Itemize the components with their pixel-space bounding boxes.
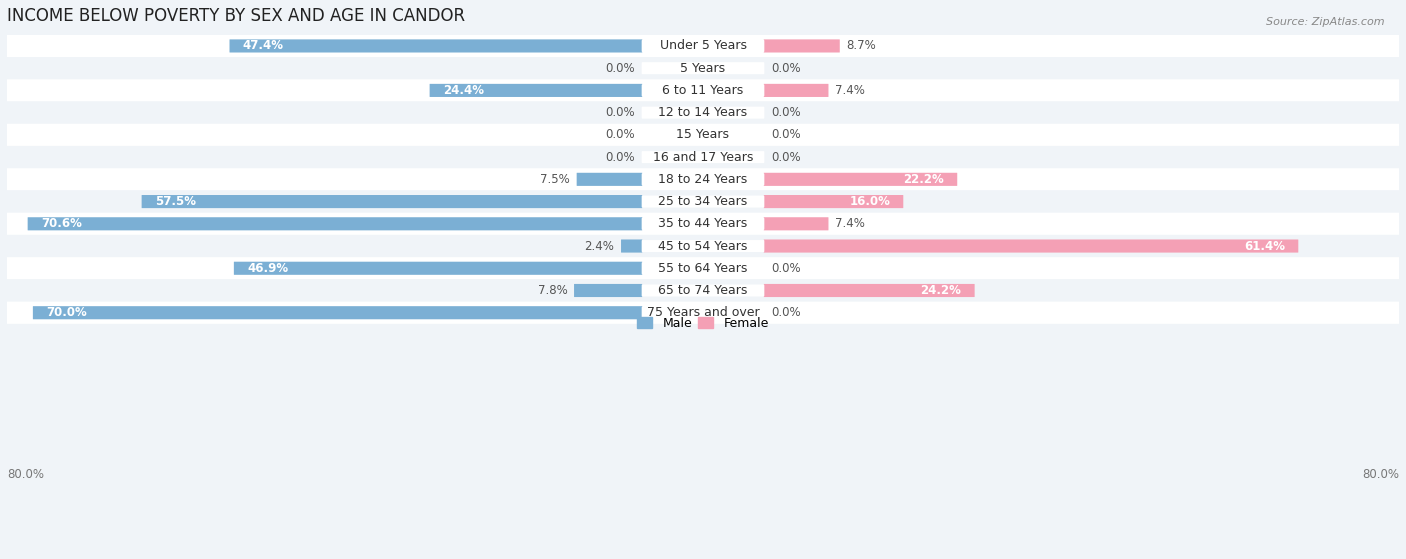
Text: 12 to 14 Years: 12 to 14 Years — [658, 106, 748, 119]
Text: 25 to 34 Years: 25 to 34 Years — [658, 195, 748, 208]
FancyBboxPatch shape — [7, 57, 1399, 79]
Text: 70.6%: 70.6% — [41, 217, 82, 230]
FancyBboxPatch shape — [574, 284, 643, 297]
FancyBboxPatch shape — [763, 195, 903, 208]
Text: 57.5%: 57.5% — [155, 195, 195, 208]
FancyBboxPatch shape — [763, 217, 828, 230]
Text: 5 Years: 5 Years — [681, 61, 725, 75]
Text: 7.4%: 7.4% — [835, 84, 865, 97]
FancyBboxPatch shape — [641, 151, 765, 163]
Text: 0.0%: 0.0% — [606, 61, 636, 75]
Text: 0.0%: 0.0% — [770, 262, 800, 275]
FancyBboxPatch shape — [641, 129, 765, 141]
Text: Under 5 Years: Under 5 Years — [659, 40, 747, 53]
Text: 7.8%: 7.8% — [537, 284, 567, 297]
FancyBboxPatch shape — [621, 239, 643, 253]
Legend: Male, Female: Male, Female — [633, 312, 773, 335]
Text: 0.0%: 0.0% — [770, 61, 800, 75]
Text: 46.9%: 46.9% — [247, 262, 288, 275]
Text: 0.0%: 0.0% — [606, 106, 636, 119]
FancyBboxPatch shape — [7, 146, 1399, 168]
FancyBboxPatch shape — [641, 285, 765, 296]
FancyBboxPatch shape — [641, 307, 765, 319]
FancyBboxPatch shape — [7, 191, 1399, 212]
Text: 16.0%: 16.0% — [849, 195, 890, 208]
Text: 61.4%: 61.4% — [1244, 239, 1285, 253]
FancyBboxPatch shape — [7, 35, 1399, 57]
Text: Source: ZipAtlas.com: Source: ZipAtlas.com — [1267, 17, 1385, 27]
FancyBboxPatch shape — [430, 84, 643, 97]
Text: 24.2%: 24.2% — [921, 284, 962, 297]
FancyBboxPatch shape — [641, 240, 765, 252]
Text: 22.2%: 22.2% — [903, 173, 943, 186]
FancyBboxPatch shape — [7, 235, 1399, 257]
FancyBboxPatch shape — [7, 302, 1399, 324]
FancyBboxPatch shape — [763, 39, 839, 53]
Text: 0.0%: 0.0% — [770, 150, 800, 164]
Text: 0.0%: 0.0% — [606, 150, 636, 164]
Text: 47.4%: 47.4% — [243, 40, 284, 53]
Text: 7.5%: 7.5% — [540, 173, 569, 186]
Text: 75 Years and over: 75 Years and over — [647, 306, 759, 319]
Text: 55 to 64 Years: 55 to 64 Years — [658, 262, 748, 275]
FancyBboxPatch shape — [763, 173, 957, 186]
Text: 2.4%: 2.4% — [585, 239, 614, 253]
FancyBboxPatch shape — [641, 84, 765, 96]
FancyBboxPatch shape — [641, 196, 765, 207]
FancyBboxPatch shape — [7, 257, 1399, 280]
FancyBboxPatch shape — [28, 217, 643, 230]
Text: 70.0%: 70.0% — [46, 306, 87, 319]
Text: 80.0%: 80.0% — [1362, 468, 1399, 481]
Text: 7.4%: 7.4% — [835, 217, 865, 230]
FancyBboxPatch shape — [641, 173, 765, 186]
Text: 0.0%: 0.0% — [770, 129, 800, 141]
FancyBboxPatch shape — [32, 306, 643, 319]
FancyBboxPatch shape — [233, 262, 643, 275]
FancyBboxPatch shape — [641, 262, 765, 274]
FancyBboxPatch shape — [763, 239, 1298, 253]
Text: INCOME BELOW POVERTY BY SEX AND AGE IN CANDOR: INCOME BELOW POVERTY BY SEX AND AGE IN C… — [7, 7, 465, 25]
FancyBboxPatch shape — [641, 218, 765, 230]
Text: 18 to 24 Years: 18 to 24 Years — [658, 173, 748, 186]
FancyBboxPatch shape — [641, 107, 765, 119]
FancyBboxPatch shape — [7, 212, 1399, 235]
FancyBboxPatch shape — [7, 168, 1399, 191]
FancyBboxPatch shape — [7, 79, 1399, 102]
FancyBboxPatch shape — [7, 102, 1399, 124]
Text: 35 to 44 Years: 35 to 44 Years — [658, 217, 748, 230]
FancyBboxPatch shape — [763, 284, 974, 297]
FancyBboxPatch shape — [763, 84, 828, 97]
Text: 24.4%: 24.4% — [443, 84, 484, 97]
FancyBboxPatch shape — [142, 195, 643, 208]
FancyBboxPatch shape — [641, 62, 765, 74]
Text: 45 to 54 Years: 45 to 54 Years — [658, 239, 748, 253]
Text: 0.0%: 0.0% — [606, 129, 636, 141]
FancyBboxPatch shape — [576, 173, 643, 186]
Text: 0.0%: 0.0% — [770, 106, 800, 119]
Text: 6 to 11 Years: 6 to 11 Years — [662, 84, 744, 97]
Text: 80.0%: 80.0% — [7, 468, 44, 481]
FancyBboxPatch shape — [641, 40, 765, 52]
FancyBboxPatch shape — [7, 124, 1399, 146]
Text: 65 to 74 Years: 65 to 74 Years — [658, 284, 748, 297]
FancyBboxPatch shape — [229, 39, 643, 53]
Text: 15 Years: 15 Years — [676, 129, 730, 141]
Text: 8.7%: 8.7% — [846, 40, 876, 53]
Text: 16 and 17 Years: 16 and 17 Years — [652, 150, 754, 164]
Text: 0.0%: 0.0% — [770, 306, 800, 319]
FancyBboxPatch shape — [7, 280, 1399, 302]
